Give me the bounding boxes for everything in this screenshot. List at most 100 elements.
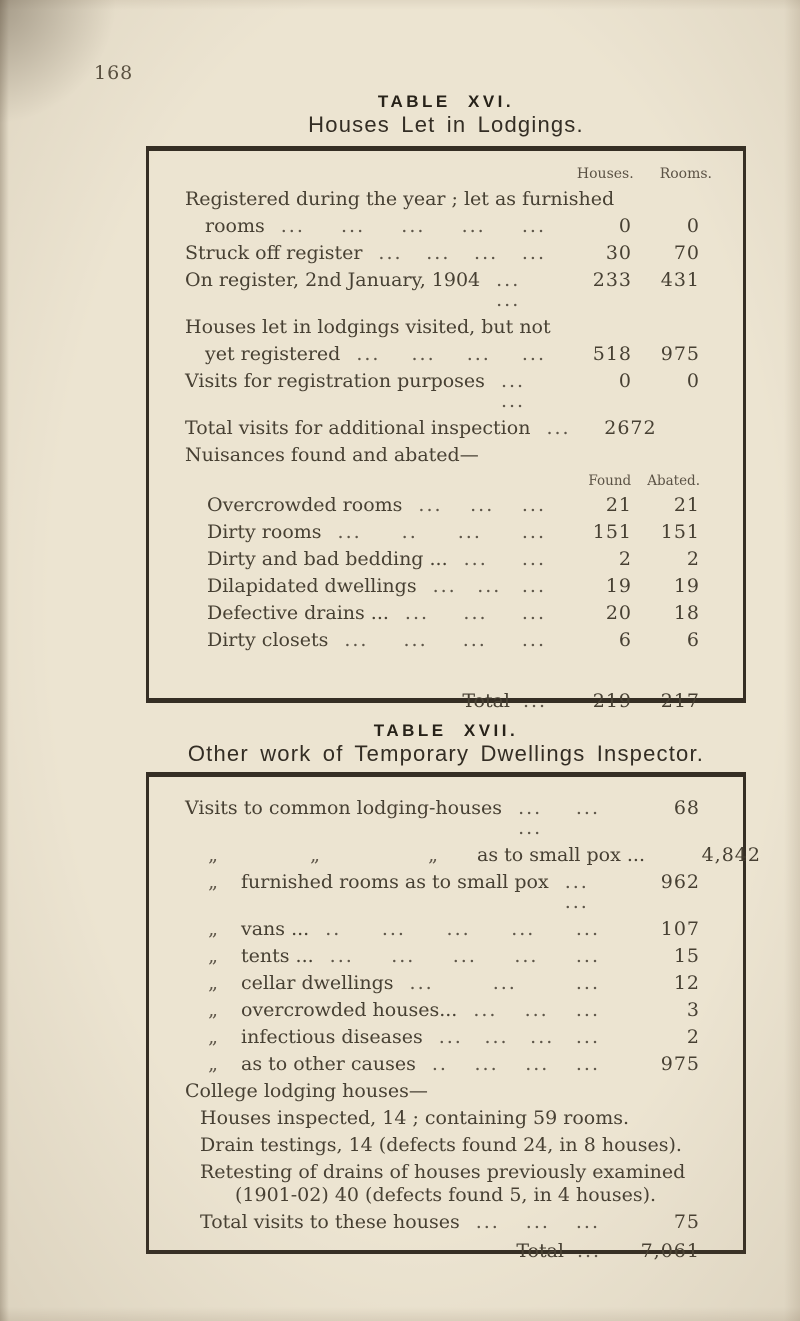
dot-leader: ... ... (500, 370, 526, 412)
ditto-mark: „ (208, 918, 218, 940)
dot-leader: ... ... (463, 548, 546, 570)
visits-value: 68 (673, 797, 700, 819)
rule-found (560, 662, 632, 682)
dot-leader: ... ... ... ... ... (329, 945, 600, 967)
table-row: „ as to other causes .. ... ... ... 975 (185, 1054, 700, 1074)
found-value: 20 (605, 602, 632, 624)
dot-leader: ... ... ... (518, 797, 600, 839)
college-line: Houses inspected, 14 ; containing 59 roo… (200, 1107, 630, 1129)
abated-value: 6 (686, 629, 700, 651)
visits-value: 107 (660, 918, 700, 940)
col-header-rooms: Rooms. (659, 166, 712, 182)
dot-leader: ... ... (496, 269, 521, 311)
row-label: yet registered (205, 343, 341, 365)
visits-value: 975 (660, 1053, 700, 1075)
table-row: „ cellar dwellings ... ... ... 12 (185, 973, 700, 993)
table-row: „ infectious diseases ... ... ... ... 2 (185, 1027, 700, 1047)
table-xvi-column-headers: Houses. Rooms. (185, 166, 712, 182)
abated-value: 151 (660, 521, 700, 543)
college-line: (1901-02) 40 (defects found 5, in 4 hous… (235, 1184, 657, 1206)
ditto-mark: „ (208, 1053, 218, 1075)
rooms-value: 0 (686, 370, 700, 392)
table-row: On register, 2nd January, 1904 ... ... 2… (185, 270, 700, 310)
dot-leader: ... ... ... ... ... (280, 215, 546, 237)
dot-leader: ... (522, 690, 548, 712)
row-label: Defective drains ... (207, 602, 389, 624)
row-label: as to other causes (241, 1053, 416, 1075)
total-label: Total (462, 690, 510, 712)
row-label: Dirty rooms (207, 521, 322, 543)
grand-total-value: 7,061 (640, 1240, 700, 1262)
row-label: Overcrowded rooms (207, 494, 403, 516)
row-label: furnished rooms as to small pox (241, 871, 549, 893)
ditto-mark: „ (310, 844, 320, 866)
visits-value: 962 (660, 871, 700, 893)
rooms-value: 70 (673, 242, 700, 264)
abated-value: 21 (673, 494, 700, 516)
row-label: Total visits to these houses (200, 1211, 460, 1233)
total-abated-value: 217 (660, 690, 700, 712)
dot-leader: ... (546, 417, 571, 439)
total-label: Total (516, 1240, 564, 1262)
table-row: Visits for registration purposes ... ...… (185, 371, 700, 411)
col-header-abated: Abated. (647, 473, 700, 489)
row-label: Total visits for additional inspection (185, 417, 531, 439)
ditto-mark: „ (208, 871, 218, 893)
table-row: Dirty and bad bedding ... ... ... 2 2 (185, 549, 700, 569)
table-xvii-subtitle: Other work of Temporary Dwellings Inspec… (187, 741, 705, 766)
visits-value: 2 (686, 1026, 700, 1048)
dot-leader: ... ... ... (409, 972, 600, 994)
dot-leader: ... ... ... ... (378, 242, 546, 264)
table-xvii: Visits to common lodging-houses ... ... … (146, 772, 760, 1261)
dot-leader: ... .. ... ... (337, 521, 546, 543)
table-xvi: Houses. Rooms. Registered during the yea… (146, 146, 746, 711)
table-row: „ overcrowded houses... ... ... ... 3 (185, 1000, 700, 1020)
dot-leader: ... ... (564, 871, 589, 913)
col-header-houses: Houses. (576, 166, 634, 182)
found-value: 21 (605, 494, 632, 516)
row-label: cellar dwellings (241, 972, 394, 994)
row-label: tents ... (241, 945, 314, 967)
visits-value: 12 (673, 972, 700, 994)
row-label: rooms (205, 215, 265, 237)
college-total-value: 75 (673, 1211, 700, 1233)
visits-value: 3 (686, 999, 700, 1021)
table-row: Struck off register ... ... ... ... 30 7… (185, 243, 700, 263)
table-row: Dilapidated dwellings ... ... ... 19 19 (185, 576, 700, 596)
table-row: Visits to common lodging-houses ... ... … (185, 798, 700, 838)
college-line: Drain testings, 14 (defects found 24, in… (200, 1134, 682, 1156)
abated-value: 2 (686, 548, 700, 570)
row-label: On register, 2nd January, 1904 (185, 269, 481, 291)
ditto-mark: „ (208, 999, 218, 1021)
rooms-value: 975 (660, 343, 700, 365)
houses-value: 30 (605, 242, 632, 264)
table-row: „ furnished rooms as to small pox ... ..… (185, 872, 700, 912)
row-label: vans ... (241, 918, 310, 940)
row-label: Dilapidated dwellings (207, 575, 417, 597)
table-row: Total visits for additional inspection .… (185, 418, 700, 438)
table-row: rooms ... ... ... ... ... 0 0 (185, 216, 700, 236)
total-found-value: 219 (592, 690, 632, 712)
ditto-mark: „ (208, 972, 218, 994)
college-total-row: Total visits to these houses ... ... ...… (185, 1212, 700, 1232)
college-heading: College lodging houses— (185, 1080, 428, 1102)
row-label: Struck off register (185, 242, 363, 264)
row-label: overcrowded houses... (241, 999, 458, 1021)
dot-leader: ... ... ... (475, 1211, 600, 1233)
table-row: yet registered ... ... ... ... 518 975 (185, 344, 700, 364)
table-total-row: Total ... 219 217 (185, 691, 700, 711)
dot-leader: ... ... ... ... (344, 629, 546, 651)
dot-leader: .. ... ... ... (431, 1053, 600, 1075)
dot-leader: .. ... ... ... ... (325, 918, 600, 940)
table-row: „ „ „ as to small pox ... 4,842 (185, 844, 760, 866)
row-label: Visits to common lodging-houses (185, 797, 503, 819)
dot-leader: ... ... ... (432, 575, 546, 597)
found-value: 6 (618, 629, 632, 651)
table-row: „ tents ... ... ... ... ... ... 15 (185, 946, 700, 966)
ditto-mark: „ (208, 945, 218, 967)
houses-value: 518 (592, 343, 632, 365)
row-label: Dirty closets (207, 629, 329, 651)
dot-leader: ... ... ... (473, 999, 600, 1021)
found-value: 2 (618, 548, 632, 570)
table-xvi-title: TABLE XVI. (377, 92, 515, 111)
